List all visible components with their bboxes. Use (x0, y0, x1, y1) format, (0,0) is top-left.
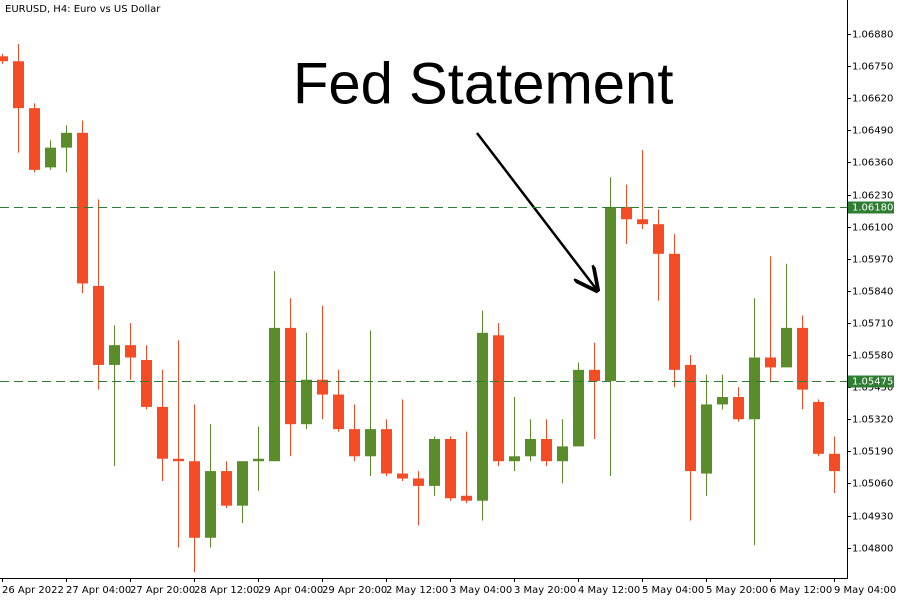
candle-body (221, 471, 232, 506)
candle-body (93, 285, 104, 365)
candle-body (333, 394, 344, 430)
candle-body (317, 379, 328, 395)
candle-body (749, 357, 760, 420)
candle-body (141, 359, 152, 407)
candle-body (557, 446, 568, 462)
level-label-box (848, 201, 894, 214)
level-label: 1.05475 (852, 377, 893, 388)
candle-body (685, 364, 696, 472)
candle-body (797, 327, 808, 390)
y-tick-label: 1.06490 (852, 126, 893, 137)
candle-body (813, 401, 824, 454)
y-tick-label: 1.05840 (852, 287, 893, 298)
y-tick-label: 1.06360 (852, 158, 893, 169)
candle-body (173, 458, 184, 462)
candle-body (717, 397, 728, 405)
y-tick-label: 1.05190 (852, 447, 893, 458)
candle-body (61, 132, 72, 148)
x-tick-label: 3 May 04:00 (450, 585, 512, 596)
candle-body (13, 61, 24, 109)
candle-body (109, 345, 120, 365)
candle-body (205, 471, 216, 538)
candle-body (445, 438, 456, 499)
x-tick-label: 4 May 12:00 (578, 585, 640, 596)
x-tick-label: 26 Apr 2022 (2, 585, 64, 596)
candle-body (573, 369, 584, 447)
annotation-arrow (476, 132, 597, 290)
y-tick-label: 1.05970 (852, 255, 893, 266)
candle-body (701, 404, 712, 474)
x-tick-label: 27 Apr 04:00 (66, 585, 131, 596)
candle-body (621, 206, 632, 220)
candle-body (781, 327, 792, 368)
x-tick-label: 5 May 04:00 (642, 585, 704, 596)
candle-body (45, 147, 56, 168)
candle-body (493, 335, 504, 462)
candle-body (541, 438, 552, 462)
y-tick-label: 1.04800 (852, 544, 893, 555)
candle-body (637, 219, 648, 225)
candle-body (349, 429, 360, 457)
y-tick-label: 1.06100 (852, 223, 893, 234)
x-tick-label: 6 May 12:00 (770, 585, 832, 596)
candle-body (253, 458, 264, 462)
candle-body (429, 438, 440, 486)
candle-body (0, 56, 8, 62)
candle-body (733, 397, 744, 420)
annotation: Fed Statement (293, 51, 673, 116)
y-tick-label: 1.06230 (852, 191, 893, 202)
candle-body (125, 345, 136, 358)
y-tick-label: 1.04930 (852, 512, 893, 523)
candle-body (413, 478, 424, 486)
candle-body (477, 332, 488, 501)
candle-body (653, 224, 664, 254)
candle-body (301, 379, 312, 425)
x-tick-label: 29 Apr 04:00 (258, 585, 323, 596)
candle-body (525, 438, 536, 457)
level-label: 1.06180 (852, 203, 893, 214)
x-tick-label: 2 May 12:00 (386, 585, 448, 596)
y-tick-label: 1.05320 (852, 415, 893, 426)
y-tick-label: 1.05450 (852, 383, 893, 394)
candle-body (285, 327, 296, 425)
candle-body (77, 132, 88, 284)
x-tick-label: 9 May 04:00 (834, 585, 896, 596)
candle-body (237, 461, 248, 506)
candle-body (29, 108, 40, 170)
y-tick-label: 1.06880 (852, 30, 893, 41)
x-tick-label: 28 Apr 12:00 (194, 585, 259, 596)
candle-body (765, 357, 776, 368)
candle-body (509, 456, 520, 462)
candle-body (269, 327, 280, 462)
x-tick-label: 29 Apr 20:00 (322, 585, 387, 596)
x-tick-label: 5 May 20:00 (706, 585, 768, 596)
y-tick-label: 1.05710 (852, 319, 893, 330)
candle-body (605, 206, 616, 381)
candle-body (669, 253, 680, 370)
x-tick-label: 3 May 20:00 (514, 585, 576, 596)
y-tick-label: 1.06620 (852, 94, 893, 105)
candle-body (461, 495, 472, 501)
candle-body (589, 369, 600, 381)
candle-body (397, 473, 408, 479)
candle-body (829, 453, 840, 472)
x-tick-label: 27 Apr 20:00 (130, 585, 195, 596)
candle-body (157, 406, 168, 459)
y-tick-label: 1.05580 (852, 351, 893, 362)
candle-body (189, 461, 200, 538)
candle-body (381, 429, 392, 474)
level-label-box (848, 375, 894, 388)
y-tick-label: 1.06750 (852, 62, 893, 73)
chart-title: EURUSD, H4: Euro vs US Dollar (5, 4, 161, 15)
candle-body (365, 429, 376, 457)
plot-area (0, 43, 840, 573)
y-tick-label: 1.05060 (852, 479, 893, 490)
